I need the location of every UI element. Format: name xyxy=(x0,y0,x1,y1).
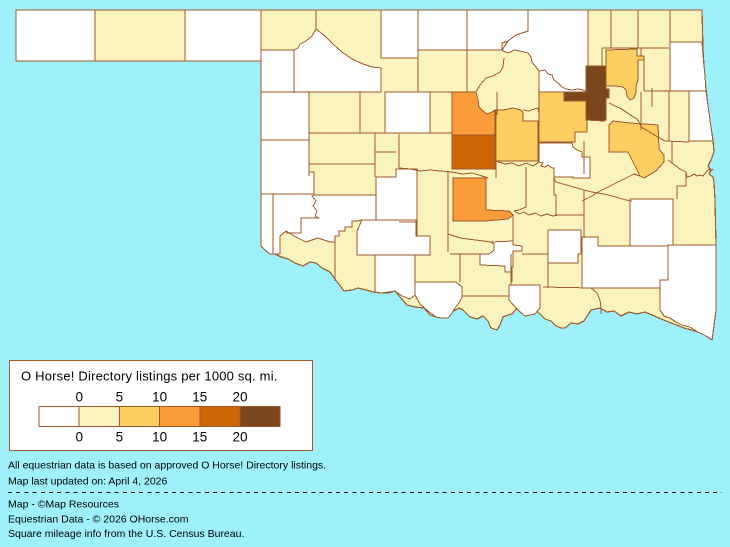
svg-text:15: 15 xyxy=(192,390,207,405)
svg-text:10: 10 xyxy=(152,390,167,405)
svg-text:5: 5 xyxy=(116,430,124,445)
svg-text:10: 10 xyxy=(152,430,167,445)
svg-text:0: 0 xyxy=(75,430,83,445)
svg-text:20: 20 xyxy=(232,430,247,445)
svg-text:Map - ©Map Resources: Map - ©Map Resources xyxy=(8,499,119,511)
svg-text:15: 15 xyxy=(192,430,207,445)
svg-text:All equestrian data is based o: All equestrian data is based on approved… xyxy=(8,460,326,472)
svg-text:Square mileage info from the U: Square mileage info from the U.S. Census… xyxy=(8,528,244,540)
svg-text:Equestrian Data - © 2026 OHors: Equestrian Data - © 2026 OHorse.com xyxy=(8,514,189,526)
svg-text:5: 5 xyxy=(116,390,124,405)
svg-text:20: 20 xyxy=(232,390,247,405)
svg-text:Map last updated on: April 4,: Map last updated on: April 4, 2026 xyxy=(8,476,168,488)
svg-text:O Horse! Directory listings pe: O Horse! Directory listings per 1000 sq.… xyxy=(21,369,278,384)
svg-text:0: 0 xyxy=(75,390,83,405)
